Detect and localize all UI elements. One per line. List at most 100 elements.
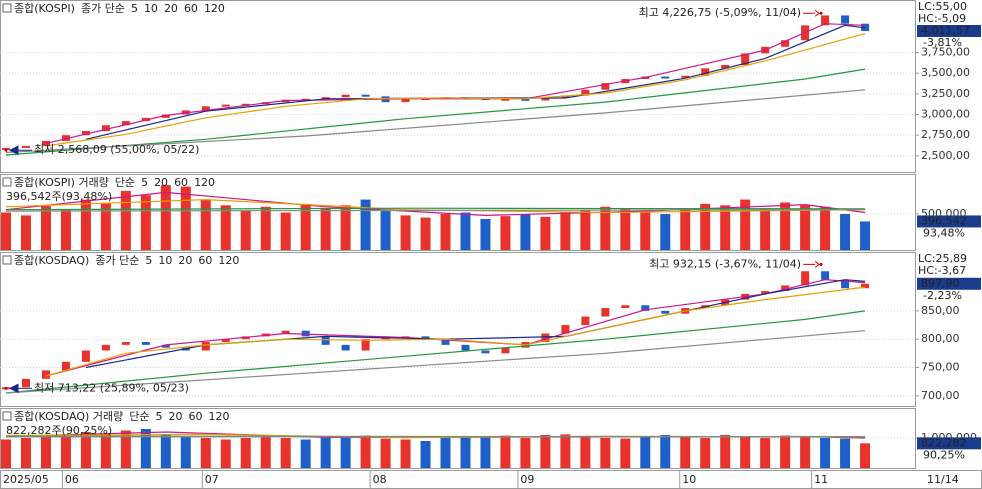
volume-bar xyxy=(340,205,351,250)
volume-bar xyxy=(720,205,731,250)
volume-bar xyxy=(360,435,371,468)
high-change: HC:-3,67 xyxy=(918,264,966,277)
y-tick-label: 800,00 xyxy=(921,332,960,345)
volume-bar xyxy=(420,217,431,250)
ma-line xyxy=(5,207,866,211)
annotation-arrow xyxy=(8,383,32,394)
legend-entry: 5 xyxy=(145,254,152,267)
legend-title: 종합(KOSDAQ) xyxy=(14,254,89,267)
volume-bar xyxy=(320,436,331,468)
volume-bar xyxy=(60,436,71,468)
candle xyxy=(821,271,830,280)
volume-bar xyxy=(600,438,611,468)
volume-bar xyxy=(380,209,391,250)
volume-bar xyxy=(20,215,31,250)
right-axis-bg xyxy=(915,0,982,489)
candle xyxy=(501,98,510,101)
volume-bar xyxy=(340,438,351,468)
y-tick-label: 850,00 xyxy=(921,304,960,317)
volume-bar xyxy=(360,199,371,250)
volume-bar xyxy=(140,429,151,468)
candle xyxy=(601,83,610,90)
legend-entry: 60 xyxy=(174,176,188,189)
candle xyxy=(61,135,70,141)
y-tick-label: 2,500,00 xyxy=(921,149,970,162)
volume-bar xyxy=(40,435,51,468)
volume-bar xyxy=(680,436,691,468)
volume-bar xyxy=(200,199,211,250)
volume-bar xyxy=(640,437,651,468)
volume-bar xyxy=(780,202,791,250)
legend-entry: 20 xyxy=(154,176,168,189)
volume-bar xyxy=(580,436,591,468)
legend-box xyxy=(2,255,12,265)
last-value-box xyxy=(917,437,981,450)
volume-bar xyxy=(140,195,151,250)
candle xyxy=(561,325,570,334)
legend-entry: 120 xyxy=(218,254,239,267)
candle xyxy=(361,94,370,97)
y-tick-label: 2,750,00 xyxy=(921,128,970,141)
annotation-arrow xyxy=(803,9,820,17)
volume-info: 822,282주(90,25%) xyxy=(6,424,112,437)
low-change: LC:25,89 xyxy=(918,252,967,265)
volume-bar xyxy=(380,438,391,468)
last-value-box xyxy=(917,215,981,228)
legend-entry: 60 xyxy=(184,2,198,15)
volume-bar xyxy=(280,438,291,468)
legend-entry: 5 xyxy=(155,410,162,423)
volume-bar xyxy=(80,432,91,468)
volume-bar xyxy=(520,438,531,468)
candle xyxy=(641,305,650,311)
annotation: 최고 4,226,75 (-5,09%, 11/04) xyxy=(639,6,801,19)
candle xyxy=(61,361,70,371)
ma-line xyxy=(5,209,866,212)
x-tick-label: 2025/05 xyxy=(3,473,49,486)
volume-bar xyxy=(660,435,671,468)
y-tick-label: 3,250,00 xyxy=(921,87,970,100)
volume-bar xyxy=(540,216,551,250)
legend-entry: 60 xyxy=(188,410,202,423)
volume-bar xyxy=(560,212,571,250)
volume-bar xyxy=(620,208,631,250)
candle xyxy=(401,98,410,103)
volume-bar xyxy=(720,435,731,468)
ma-line xyxy=(85,24,866,140)
legend-title: 종합(KOSDAQ) 거래량 xyxy=(14,410,123,423)
annotation-arrow xyxy=(803,260,820,268)
ma-line xyxy=(5,89,866,154)
volume-bar xyxy=(260,435,271,468)
volume-bar xyxy=(700,438,711,468)
annotation: 최고 932,15 (-3,67%, 11/04) xyxy=(649,257,801,270)
ma-line xyxy=(45,286,866,377)
candle xyxy=(561,95,570,99)
volume-bar xyxy=(120,190,131,250)
volume-bar xyxy=(860,443,871,468)
candle xyxy=(81,131,90,136)
legend-box xyxy=(2,3,12,13)
candle xyxy=(621,305,630,309)
candle xyxy=(841,15,850,24)
candle xyxy=(541,98,550,101)
volume-bar xyxy=(760,208,771,250)
volume-bar xyxy=(300,203,311,250)
ma-line xyxy=(45,33,866,147)
volume-bar xyxy=(440,213,451,250)
candle xyxy=(221,339,230,343)
candle xyxy=(681,75,690,78)
candle xyxy=(121,121,130,126)
legend-ma-label: 종가 단순 xyxy=(95,254,139,267)
candle xyxy=(521,98,530,101)
x-tick-label: 10 xyxy=(682,473,696,486)
legend-entry: 20 xyxy=(168,410,182,423)
volume-bar xyxy=(800,205,811,250)
last-value: 897,90 xyxy=(921,277,960,290)
candle xyxy=(281,330,290,334)
candle xyxy=(301,330,310,337)
candle xyxy=(581,89,590,96)
candle xyxy=(321,336,330,345)
last-value-box xyxy=(917,25,981,38)
volume-bar xyxy=(480,219,491,250)
candle xyxy=(741,53,750,65)
